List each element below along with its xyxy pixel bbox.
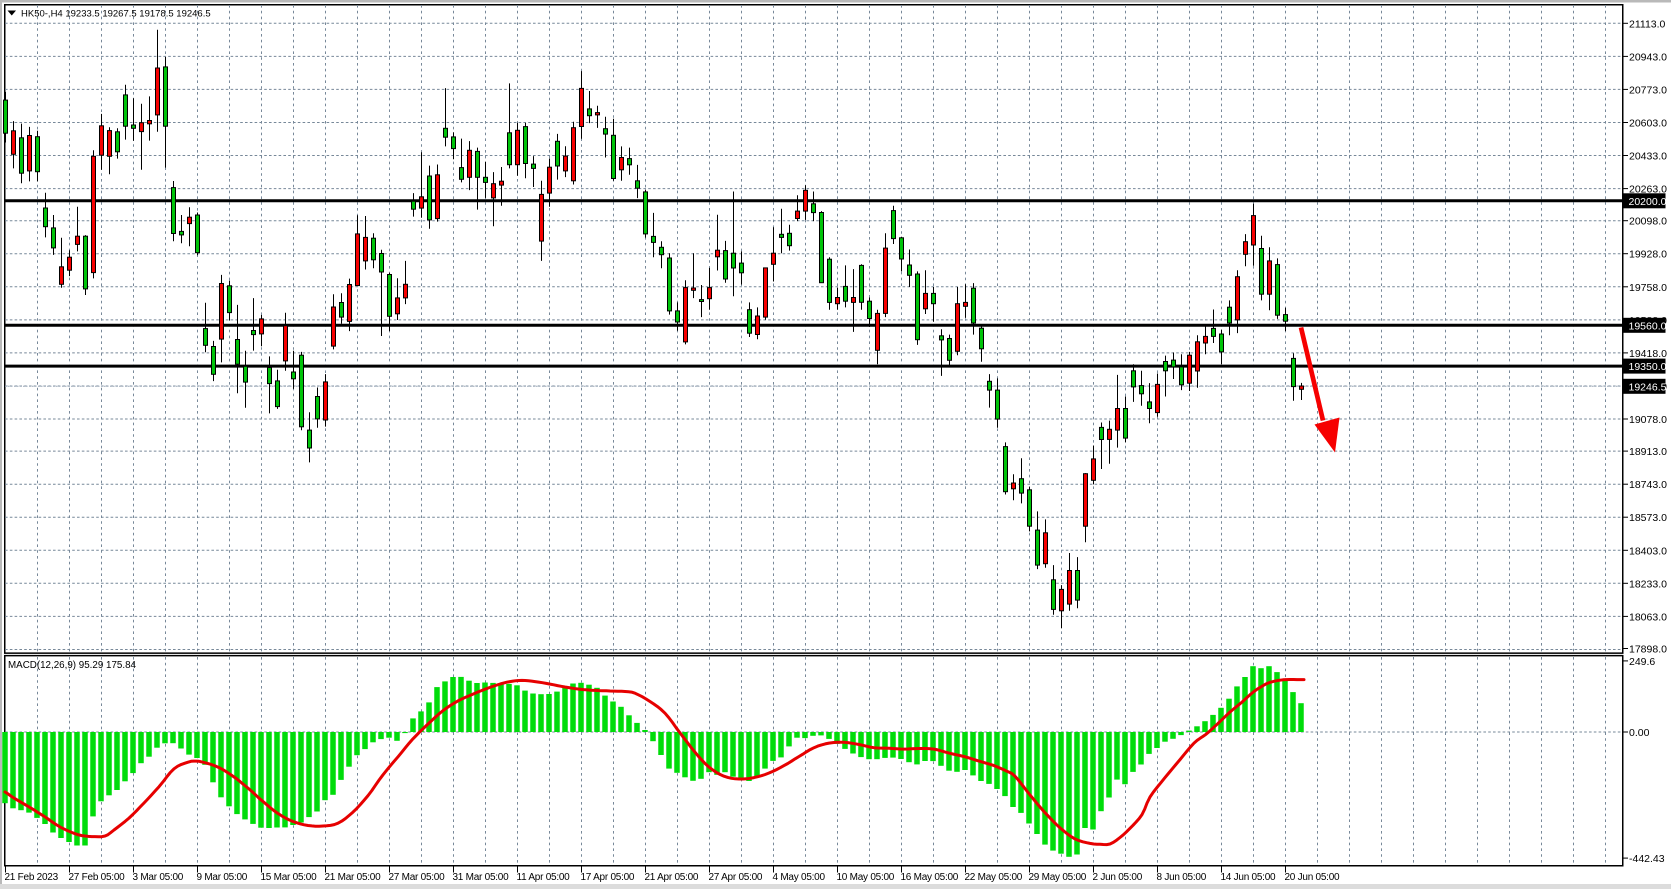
svg-text:HK50-,H4 19233.5 19267.5 1917: HK50-,H4 19233.5 19267.5 19178.5 19246.5 (21, 9, 211, 20)
svg-text:17 Apr 05:00: 17 Apr 05:00 (581, 872, 635, 883)
svg-text:22 May 05:00: 22 May 05:00 (965, 872, 1023, 883)
svg-text:20 Jun 05:00: 20 Jun 05:00 (1285, 872, 1341, 883)
svg-text:19418.0: 19418.0 (1629, 348, 1667, 360)
svg-text:2 Jun 05:00: 2 Jun 05:00 (1093, 872, 1143, 883)
svg-text:3 Mar 05:00: 3 Mar 05:00 (133, 872, 184, 883)
svg-text:29 May 05:00: 29 May 05:00 (1029, 872, 1087, 883)
svg-text:20263.0: 20263.0 (1629, 184, 1667, 196)
svg-text:27 Feb 05:00: 27 Feb 05:00 (69, 872, 126, 883)
svg-text:16 May 05:00: 16 May 05:00 (901, 872, 959, 883)
svg-text:0.00: 0.00 (1629, 727, 1650, 739)
svg-text:19758.0: 19758.0 (1629, 282, 1667, 294)
svg-text:17898.0: 17898.0 (1629, 644, 1667, 656)
svg-text:20603.0: 20603.0 (1629, 118, 1667, 130)
svg-text:19078.0: 19078.0 (1629, 414, 1667, 426)
svg-text:18403.0: 18403.0 (1629, 545, 1667, 557)
svg-text:19928.0: 19928.0 (1629, 249, 1667, 261)
svg-text:19350.0: 19350.0 (1629, 361, 1667, 373)
svg-text:249.6: 249.6 (1629, 656, 1655, 668)
svg-text:21 Feb 2023: 21 Feb 2023 (5, 872, 59, 883)
svg-text:20200.0: 20200.0 (1629, 196, 1667, 208)
svg-text:15 Mar 05:00: 15 Mar 05:00 (261, 872, 318, 883)
svg-text:18573.0: 18573.0 (1629, 512, 1667, 524)
svg-text:11 Apr 05:00: 11 Apr 05:00 (517, 872, 571, 883)
svg-text:20433.0: 20433.0 (1629, 151, 1667, 163)
svg-text:10 May 05:00: 10 May 05:00 (837, 872, 895, 883)
svg-text:20098.0: 20098.0 (1629, 216, 1667, 228)
svg-text:19246.5: 19246.5 (1629, 381, 1667, 393)
svg-text:27 Apr 05:00: 27 Apr 05:00 (709, 872, 763, 883)
svg-text:8 Jun 05:00: 8 Jun 05:00 (1157, 872, 1207, 883)
svg-text:19560.0: 19560.0 (1629, 320, 1667, 332)
svg-text:MACD(12,26,9) 95.29 175.84: MACD(12,26,9) 95.29 175.84 (8, 660, 137, 671)
svg-text:27 Mar 05:00: 27 Mar 05:00 (389, 872, 446, 883)
svg-text:18233.0: 18233.0 (1629, 578, 1667, 590)
svg-text:31 Mar 05:00: 31 Mar 05:00 (453, 872, 510, 883)
svg-text:14 Jun 05:00: 14 Jun 05:00 (1221, 872, 1277, 883)
svg-text:21 Apr 05:00: 21 Apr 05:00 (645, 872, 699, 883)
svg-text:18743.0: 18743.0 (1629, 479, 1667, 491)
svg-text:9 Mar 05:00: 9 Mar 05:00 (197, 872, 248, 883)
svg-text:21113.0: 21113.0 (1629, 18, 1666, 30)
svg-text:18063.0: 18063.0 (1629, 611, 1667, 623)
svg-text:20773.0: 20773.0 (1629, 84, 1667, 96)
svg-text:20943.0: 20943.0 (1629, 51, 1667, 63)
svg-text:4 May 05:00: 4 May 05:00 (773, 872, 826, 883)
svg-text:-442.43: -442.43 (1629, 853, 1665, 865)
svg-text:18913.0: 18913.0 (1629, 446, 1667, 458)
svg-text:21 Mar 05:00: 21 Mar 05:00 (325, 872, 382, 883)
